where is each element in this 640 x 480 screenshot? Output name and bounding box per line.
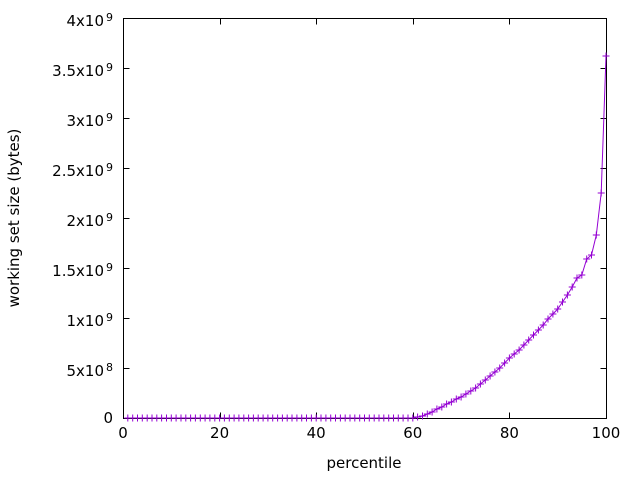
exponent: 9 bbox=[106, 61, 113, 74]
axis-ticks bbox=[123, 18, 607, 419]
y-axis-label: working set size (bytes) bbox=[5, 128, 23, 308]
exponent: 9 bbox=[106, 11, 113, 24]
x-tick-label: 60 bbox=[403, 424, 423, 442]
series-markers bbox=[124, 52, 610, 422]
exponent: 9 bbox=[106, 211, 113, 224]
y-tick-label: 4x10 9 bbox=[66, 11, 113, 30]
y-tick-label: 5x10 8 bbox=[66, 361, 113, 380]
y-tick-label: 2x10 9 bbox=[66, 211, 113, 230]
exponent: 9 bbox=[106, 311, 113, 324]
exponent: 9 bbox=[106, 161, 113, 174]
y-tick-label: 2.5x10 9 bbox=[52, 161, 113, 180]
x-tick-label: 80 bbox=[499, 424, 519, 442]
x-tick-label: 20 bbox=[210, 424, 230, 442]
x-tick-label: 40 bbox=[306, 424, 326, 442]
y-tick-label: 0 bbox=[103, 409, 113, 427]
x-tick-label: 100 bbox=[591, 424, 621, 442]
exponent: 9 bbox=[106, 261, 113, 274]
exponent: 9 bbox=[106, 111, 113, 124]
y-tick-label: 3x10 9 bbox=[66, 111, 113, 130]
series-line bbox=[127, 55, 607, 419]
y-tick-label: 3.5x10 9 bbox=[52, 61, 113, 80]
x-axis-label: percentile bbox=[326, 454, 402, 472]
x-tick-label: 0 bbox=[118, 424, 128, 442]
y-tick-label: 1x10 9 bbox=[66, 311, 113, 330]
plot-border bbox=[123, 18, 607, 419]
exponent: 8 bbox=[106, 361, 113, 374]
y-tick-label: 1.5x10 9 bbox=[52, 261, 113, 280]
